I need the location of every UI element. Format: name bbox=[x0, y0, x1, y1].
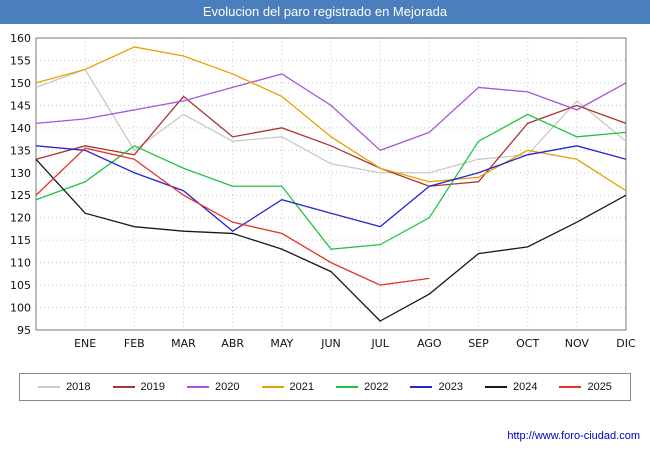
legend-swatch-2018 bbox=[38, 386, 61, 388]
legend-swatch-2020 bbox=[187, 386, 210, 388]
legend-item-2024: 2024 bbox=[484, 381, 538, 393]
series-line-2019 bbox=[35, 95, 627, 187]
legend-item-2019: 2019 bbox=[112, 381, 166, 393]
x-tick-label: ABR bbox=[221, 337, 244, 350]
legend-label-2021: 2021 bbox=[289, 381, 314, 393]
legend-label-2019: 2019 bbox=[140, 381, 166, 393]
legend-label-2022: 2022 bbox=[364, 381, 389, 393]
legend-swatch-2023 bbox=[410, 386, 433, 388]
x-tick-label: FEB bbox=[124, 337, 145, 350]
plot-border bbox=[35, 37, 627, 331]
series-line-2022 bbox=[35, 113, 627, 250]
x-tick-label: JUL bbox=[370, 337, 389, 350]
y-tick-label: 105 bbox=[10, 279, 31, 292]
y-tick-label: 145 bbox=[10, 99, 31, 112]
y-tick-label: 150 bbox=[10, 77, 31, 90]
x-tick-label: DIC bbox=[616, 337, 636, 350]
legend-label-2025: 2025 bbox=[587, 381, 612, 393]
y-tick-label: 110 bbox=[10, 257, 31, 270]
y-tick-label: 135 bbox=[10, 144, 31, 157]
legend-label-2023: 2023 bbox=[438, 381, 463, 393]
chart-title: Evolucion del paro registrado en Mejorad… bbox=[0, 0, 650, 24]
legend-swatch-2019 bbox=[112, 386, 135, 388]
x-tick-label: AGO bbox=[417, 337, 442, 350]
y-tick-label: 140 bbox=[10, 122, 31, 135]
series-line-2024 bbox=[35, 158, 627, 322]
y-tick-label: 115 bbox=[10, 234, 31, 247]
legend-item-2023: 2023 bbox=[410, 381, 463, 393]
legend-item-2022: 2022 bbox=[336, 381, 388, 393]
legend-label-2018: 2018 bbox=[66, 381, 91, 393]
y-tick-label: 155 bbox=[10, 54, 31, 67]
legend-label-2020: 2020 bbox=[215, 381, 240, 393]
series-line-2021 bbox=[35, 46, 627, 192]
y-tick-label: 120 bbox=[10, 212, 31, 225]
line-chart: 95 100 105 110 115 120 125 130 135 140 145 150 155 16… bbox=[10, 32, 636, 350]
x-tick-label: MAY bbox=[270, 337, 293, 350]
x-tick-label: ENE bbox=[74, 337, 96, 350]
x-tick-label: NOV bbox=[565, 337, 590, 350]
y-tick-label: 125 bbox=[10, 189, 31, 202]
legend-swatch-2024 bbox=[484, 386, 507, 388]
x-tick-label: OCT bbox=[516, 337, 539, 350]
x-tick-label: MAR bbox=[171, 337, 196, 350]
legend-item-2018: 2018 bbox=[38, 381, 91, 393]
legend-swatch-2021 bbox=[261, 386, 284, 388]
footer-link[interactable]: http://www.foro-ciudad.com bbox=[507, 430, 640, 442]
legend-swatch-2025 bbox=[559, 386, 582, 388]
series-line-2020 bbox=[35, 73, 627, 152]
legend-item-2021: 2021 bbox=[261, 381, 314, 393]
legend-item-2025: 2025 bbox=[559, 381, 612, 393]
footer: http://www.foro-ciudad.com bbox=[507, 430, 640, 442]
x-tick-label: JUN bbox=[320, 337, 341, 350]
y-tick-label: 160 bbox=[10, 32, 31, 45]
y-tick-label: 100 bbox=[10, 302, 31, 315]
series-line-2023 bbox=[35, 145, 627, 232]
x-tick-label: SEP bbox=[468, 337, 489, 350]
chart-area: 95 100 105 110 115 120 125 130 135 140 145 150 155 16… bbox=[0, 28, 650, 363]
y-tick-label: 130 bbox=[10, 167, 31, 180]
y-tick-label: 95 bbox=[17, 324, 31, 337]
legend: 2018 2019 2020 2021 2022 2023 2024 2025 bbox=[19, 373, 631, 401]
legend-item-2020: 2020 bbox=[187, 381, 240, 393]
legend-swatch-2022 bbox=[336, 386, 358, 388]
legend-label-2024: 2024 bbox=[512, 381, 538, 393]
series-line-2025 bbox=[35, 147, 430, 286]
